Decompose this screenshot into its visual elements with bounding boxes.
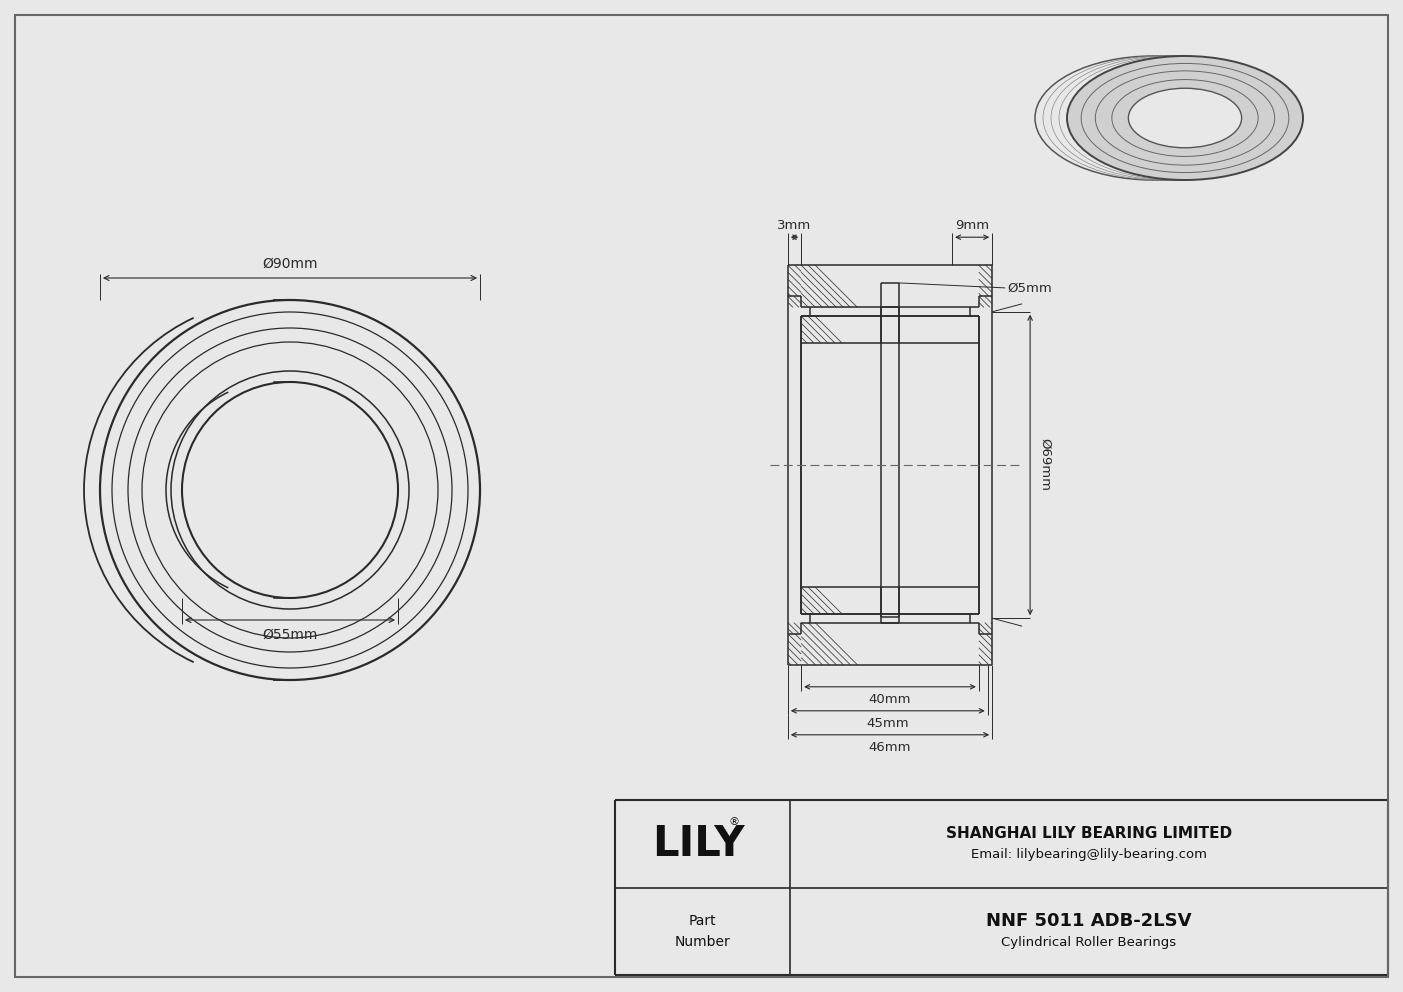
Text: 3mm: 3mm <box>777 219 812 232</box>
Text: SHANGHAI LILY BEARING LIMITED: SHANGHAI LILY BEARING LIMITED <box>946 826 1232 841</box>
Ellipse shape <box>1068 56 1303 180</box>
Text: Cylindrical Roller Bearings: Cylindrical Roller Bearings <box>1002 935 1177 948</box>
Text: Email: lilybearing@lily-bearing.com: Email: lilybearing@lily-bearing.com <box>971 848 1207 861</box>
Text: ®: ® <box>730 816 739 826</box>
Text: Part
Number: Part Number <box>675 914 731 948</box>
Text: NNF 5011 ADB-2LSV: NNF 5011 ADB-2LSV <box>986 913 1191 930</box>
Text: 46mm: 46mm <box>868 741 912 754</box>
Text: Ø5mm: Ø5mm <box>1007 282 1052 295</box>
Text: 9mm: 9mm <box>955 219 989 232</box>
Ellipse shape <box>1128 88 1242 148</box>
Text: 40mm: 40mm <box>868 692 912 705</box>
Text: Ø90mm: Ø90mm <box>262 257 317 271</box>
Text: Ø69mm: Ø69mm <box>1038 438 1051 491</box>
Text: LILY: LILY <box>652 822 745 865</box>
Text: 45mm: 45mm <box>867 717 909 730</box>
Text: Ø55mm: Ø55mm <box>262 628 317 642</box>
